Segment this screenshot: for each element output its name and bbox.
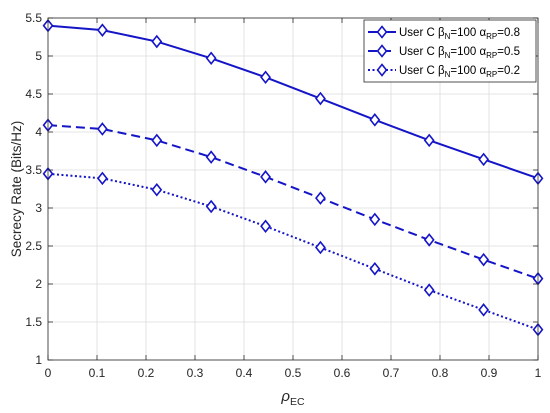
legend-text-prefix: User C bbox=[399, 27, 438, 39]
legend-text-mid: =100 bbox=[450, 46, 479, 58]
series-marker bbox=[96, 23, 108, 37]
legend-alpha-sub: RP bbox=[486, 70, 497, 79]
x-tick-label: 0.8 bbox=[432, 366, 449, 380]
series-marker bbox=[96, 122, 108, 136]
legend-text-mid: =100 bbox=[450, 27, 479, 39]
series-marker bbox=[96, 171, 108, 186]
series-marker bbox=[315, 91, 326, 106]
legend-box bbox=[363, 19, 537, 83]
y-tick-label: 3 bbox=[35, 201, 42, 215]
x-tick-label: 0.1 bbox=[89, 366, 106, 380]
series-marker bbox=[423, 233, 435, 247]
series-marker bbox=[260, 70, 271, 85]
series-line bbox=[47, 124, 539, 280]
legend-beta-sub: N bbox=[445, 70, 451, 79]
legend-entry-3: User C βN=100 αRP=0.2 bbox=[368, 63, 520, 79]
series-marker bbox=[423, 133, 435, 148]
y-tick-label: 5.5 bbox=[25, 11, 42, 25]
legend-label: User C βN=100 αRP=0.2 bbox=[399, 65, 520, 79]
series-marker bbox=[478, 303, 490, 317]
legend-alpha-sub: RP bbox=[486, 51, 497, 60]
x-tick-label: 0.7 bbox=[383, 366, 400, 380]
y-tick-label: 1 bbox=[35, 353, 42, 367]
series-marker bbox=[205, 199, 217, 214]
legend-label: User C βN=100 αRP=0.5 bbox=[399, 46, 520, 60]
x-tick-label: 0.6 bbox=[334, 366, 351, 380]
series-line bbox=[47, 172, 539, 331]
series-line bbox=[47, 24, 539, 180]
y-tick-label: 2 bbox=[35, 277, 42, 291]
series-3 bbox=[42, 167, 544, 337]
series-marker bbox=[205, 51, 217, 66]
legend-marker bbox=[376, 63, 388, 77]
x-axis-label: ρEC bbox=[280, 388, 305, 408]
legend-beta-sub: N bbox=[445, 32, 451, 41]
legend-text-suffix: =0.2 bbox=[497, 65, 520, 77]
legend-beta-sub: N bbox=[445, 51, 451, 60]
legend-alpha-sub: RP bbox=[486, 32, 497, 41]
x-tick-label: 0.2 bbox=[138, 366, 155, 380]
series-marker bbox=[369, 262, 381, 276]
x-axis-label-sub: EC bbox=[290, 396, 305, 408]
series-marker bbox=[260, 170, 271, 184]
series-marker bbox=[315, 240, 326, 255]
x-tick-label: 0.3 bbox=[187, 366, 204, 380]
legend-marker bbox=[376, 44, 388, 58]
legend-beta: β bbox=[438, 27, 445, 39]
series-marker bbox=[315, 191, 326, 205]
series-marker bbox=[151, 182, 163, 197]
x-tick-label: 1 bbox=[535, 366, 542, 380]
series-marker bbox=[151, 34, 163, 49]
legend-text-mid: =100 bbox=[450, 65, 479, 77]
legend-text-prefix: User C bbox=[399, 46, 438, 58]
legend-marker bbox=[376, 25, 388, 39]
series-1 bbox=[42, 18, 544, 186]
y-tick-label: 3.5 bbox=[25, 163, 42, 177]
series-marker bbox=[369, 113, 381, 127]
x-tick-label: 0 bbox=[45, 366, 52, 380]
series-marker bbox=[478, 252, 490, 267]
series-marker bbox=[260, 219, 271, 234]
legend-text-suffix: =0.5 bbox=[497, 46, 520, 58]
legend-beta: β bbox=[438, 46, 445, 58]
y-tick-label: 4 bbox=[35, 125, 42, 139]
x-tick-label: 0.9 bbox=[481, 366, 498, 380]
ticks: 0 0.1 0.2 0.3 0.4 0.5 0.6 0.7 0.8 0.9 1 1 1.5 2 2.5 3 3.… bbox=[25, 11, 541, 380]
legend-entry-1: User C βN=100 αRP=0.8 bbox=[368, 25, 520, 41]
legend-alpha: α bbox=[480, 27, 487, 39]
series-marker bbox=[478, 152, 490, 167]
series-marker bbox=[369, 212, 381, 227]
y-tick-label: 5 bbox=[35, 49, 42, 63]
legend-beta: β bbox=[438, 65, 445, 77]
legend-entry-2: User C βN=100 αRP=0.5 bbox=[368, 44, 520, 60]
x-tick-label: 0.5 bbox=[285, 366, 302, 380]
x-axis-label-main: ρ bbox=[280, 388, 290, 405]
legend-alpha: α bbox=[480, 46, 487, 58]
series-layer bbox=[42, 18, 544, 337]
y-tick-label: 4.5 bbox=[25, 87, 42, 101]
legend-label: User C βN=100 αRP=0.8 bbox=[399, 27, 520, 41]
y-tick-label: 1.5 bbox=[25, 315, 42, 329]
y-tick-label: 2.5 bbox=[25, 239, 42, 253]
legend-text-prefix: User C bbox=[399, 65, 438, 77]
series-marker bbox=[205, 150, 217, 164]
y-axis-label: Secrecy Rate (Bits/Hz) bbox=[9, 121, 24, 258]
x-tick-label: 0.4 bbox=[236, 366, 253, 380]
series-marker bbox=[423, 283, 435, 297]
legend-alpha: α bbox=[480, 65, 487, 77]
series-marker bbox=[151, 133, 163, 148]
legend-text-suffix: =0.8 bbox=[497, 27, 520, 39]
